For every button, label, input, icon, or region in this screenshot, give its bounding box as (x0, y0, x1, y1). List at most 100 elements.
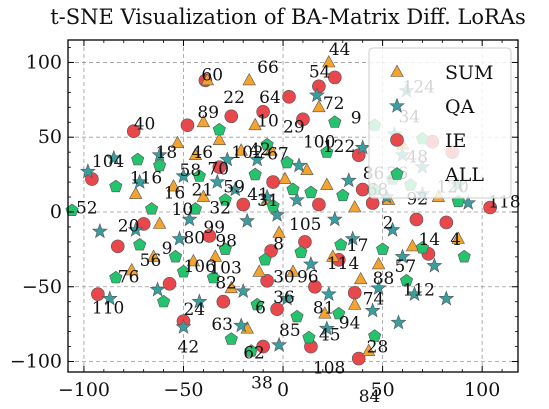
point-label: 94 (339, 314, 361, 334)
point-label: 45 (319, 326, 341, 346)
legend-marker-ie (390, 133, 404, 147)
all-point (320, 145, 334, 158)
all-point (302, 330, 316, 344)
point-label: 2 (383, 213, 394, 233)
point-label: 57 (395, 257, 417, 277)
point-label: 38 (251, 373, 273, 393)
all-point (294, 245, 308, 258)
point-label: 52 (76, 198, 98, 218)
point-label: 85 (279, 321, 301, 341)
sum-point (348, 297, 362, 310)
x-tick-label: −50 (163, 379, 203, 401)
sum-point (318, 306, 332, 319)
point-label: 8 (273, 234, 284, 254)
qa-point (259, 188, 276, 204)
all-point (131, 152, 145, 166)
all-point (188, 202, 202, 215)
point-label: 82 (215, 273, 237, 293)
point-label: 21 (191, 181, 213, 201)
point-label: 36 (273, 288, 295, 308)
sum-point (186, 253, 201, 267)
point-label: 29 (283, 118, 305, 138)
qa-point (131, 173, 148, 189)
sum-point (170, 135, 185, 148)
legend-label-sum: SUM (445, 62, 493, 84)
ie-point (212, 160, 227, 174)
sum-point (272, 225, 286, 238)
point-label: 10 (257, 112, 279, 132)
ie-point (270, 302, 284, 316)
sum-point (252, 264, 266, 277)
point-label: 54 (309, 62, 331, 82)
sum-point (348, 200, 362, 213)
all-point (212, 122, 226, 136)
plot-frame (67, 39, 519, 373)
qa-point (426, 257, 443, 273)
point-label: 59 (223, 178, 245, 198)
ie-point (298, 235, 312, 249)
y-tick-label: −100 (10, 351, 62, 373)
point-label: 9 (162, 239, 173, 259)
point-label: 64 (259, 88, 281, 108)
point-label: 22 (223, 88, 245, 108)
point-label: 88 (373, 269, 395, 289)
legend-label-qa: QA (445, 96, 475, 118)
point-label: 89 (197, 103, 219, 123)
all-point (248, 167, 262, 181)
sum-point (286, 264, 300, 277)
qa-point (219, 151, 236, 167)
sum-point (248, 117, 262, 131)
series-all (65, 115, 471, 357)
all-point (368, 329, 382, 342)
ie-point (347, 285, 362, 300)
ie-point (409, 212, 424, 227)
qa-point (394, 248, 411, 264)
ie-point (236, 197, 251, 212)
all-point (65, 203, 79, 216)
ie-point (351, 148, 366, 162)
qa-point (191, 293, 208, 309)
all-point (260, 137, 274, 151)
all-point (168, 249, 183, 263)
point-label: 76 (118, 267, 140, 287)
all-point (399, 273, 414, 287)
ie-point (312, 197, 326, 212)
point-label: 110 (92, 299, 124, 319)
point-label: 32 (209, 198, 231, 218)
all-point (266, 199, 280, 212)
sum-point (234, 143, 248, 156)
data-points (65, 54, 497, 366)
point-label: 104 (92, 152, 124, 172)
point-label: 96 (297, 267, 319, 287)
point-label: 42 (249, 140, 271, 160)
sum-point (208, 249, 223, 262)
point-label: 102 (231, 143, 263, 163)
sum-point (188, 147, 203, 160)
legend-marker-all (390, 167, 404, 180)
all-point (176, 264, 191, 278)
all-point (153, 158, 167, 172)
sum-point (361, 343, 376, 356)
sum-point (196, 189, 211, 202)
sum-point (371, 256, 386, 270)
ie-point (256, 339, 270, 354)
chart-title: t-SNE Visualization of BA-Matrix Diff. L… (50, 5, 526, 29)
ie-point (296, 112, 310, 127)
point-label: 84 (359, 387, 381, 407)
all-point (192, 169, 206, 182)
sum-point (242, 72, 256, 86)
point-label: 17 (347, 236, 369, 256)
qa-point (340, 172, 357, 188)
qa-point (364, 302, 381, 318)
point-label: 66 (257, 58, 279, 78)
point-label: 108 (313, 358, 345, 378)
all-point (133, 238, 147, 251)
all-point (286, 182, 300, 196)
point-label: 105 (289, 215, 321, 235)
all-point (415, 241, 429, 254)
point-label: 28 (367, 338, 389, 358)
point-label: 103 (209, 258, 241, 278)
point-label: 80 (183, 228, 205, 248)
y-tick-label: −50 (22, 276, 62, 298)
legend-box (368, 47, 512, 199)
